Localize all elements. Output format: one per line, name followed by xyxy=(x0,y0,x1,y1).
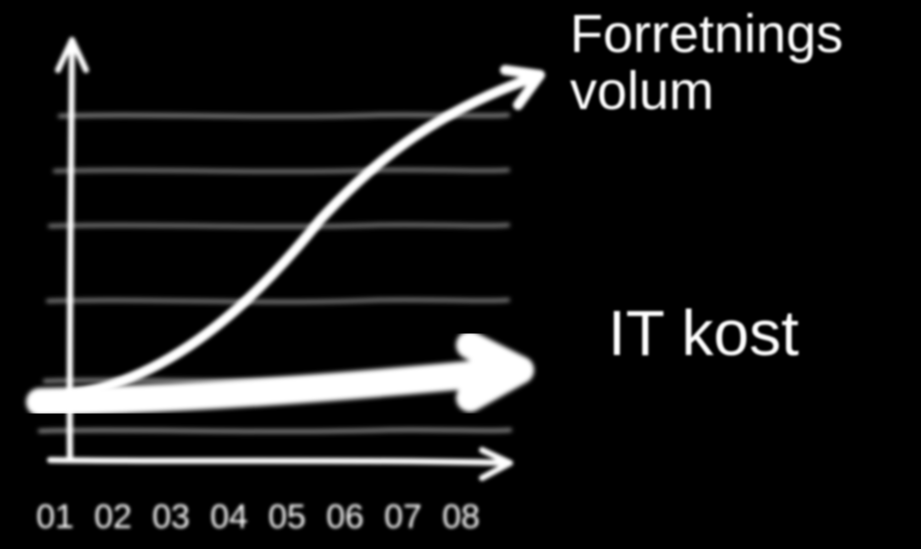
x-tick: 02 xyxy=(94,498,132,536)
x-tick: 03 xyxy=(152,498,190,536)
x-tick: 08 xyxy=(442,498,480,536)
label-forretningsvolum: Forretnings volum xyxy=(570,6,843,119)
x-tick: 05 xyxy=(268,498,306,536)
x-tick: 07 xyxy=(384,498,422,536)
chalkboard-chart: { "chart": { "type": "line-sketch", "bac… xyxy=(0,0,921,549)
x-tick: 06 xyxy=(326,498,364,536)
gridline xyxy=(48,300,508,302)
gridline xyxy=(40,430,510,432)
x-tick-labels: 01 02 03 04 05 06 07 08 xyxy=(36,498,480,536)
x-tick: 01 xyxy=(36,498,74,536)
series-it-kost xyxy=(40,345,520,402)
x-tick: 04 xyxy=(210,498,248,536)
label-it-kost: IT kost xyxy=(608,300,799,367)
gridline xyxy=(55,170,508,172)
gridline xyxy=(50,225,508,227)
x-axis xyxy=(50,460,510,463)
